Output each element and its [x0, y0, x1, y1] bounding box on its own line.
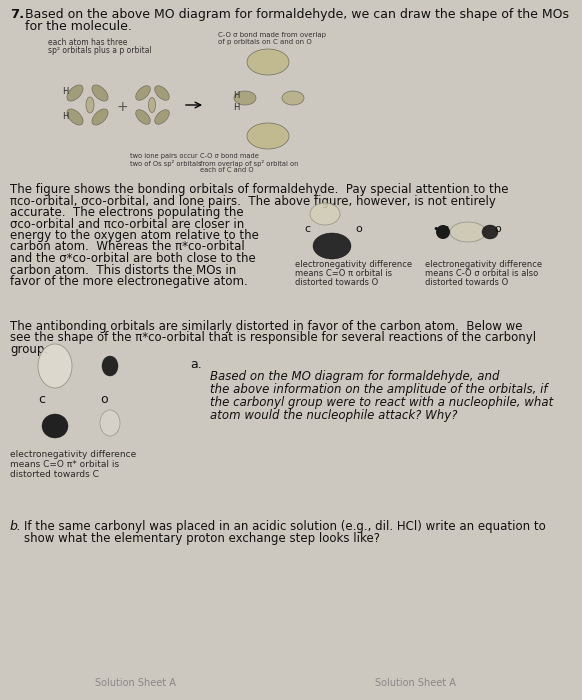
Ellipse shape [155, 110, 169, 125]
Text: b.: b. [10, 520, 22, 533]
Text: c: c [304, 224, 310, 234]
Ellipse shape [155, 85, 169, 100]
Text: a.: a. [190, 358, 202, 371]
Text: πco-orbital, σco-orbital, and lone pairs.  The above figure, however, is not ent: πco-orbital, σco-orbital, and lone pairs… [10, 195, 496, 207]
Text: group.: group. [10, 343, 48, 356]
Text: o: o [355, 224, 362, 234]
Text: C-O σ bond made: C-O σ bond made [200, 153, 259, 159]
Text: C-O σ bond made from overlap: C-O σ bond made from overlap [218, 32, 326, 38]
Ellipse shape [42, 414, 68, 438]
Text: electronegativity difference: electronegativity difference [295, 260, 412, 269]
Text: distorted towards C: distorted towards C [10, 470, 99, 479]
Text: electronegativity difference: electronegativity difference [10, 450, 136, 459]
Ellipse shape [310, 203, 340, 225]
Ellipse shape [67, 109, 83, 125]
Text: means C=O π orbital is: means C=O π orbital is [295, 269, 392, 278]
Text: +: + [117, 100, 129, 114]
Circle shape [436, 225, 450, 239]
Text: 7.: 7. [10, 8, 24, 21]
Text: means C=O π* orbital is: means C=O π* orbital is [10, 460, 119, 469]
Text: the above information on the amplitude of the orbitals, if: the above information on the amplitude o… [210, 383, 548, 396]
Ellipse shape [247, 49, 289, 75]
Text: o: o [494, 224, 501, 234]
Text: distorted towards O: distorted towards O [295, 278, 378, 287]
Text: electronegativity difference: electronegativity difference [425, 260, 542, 269]
Ellipse shape [38, 344, 72, 388]
Ellipse shape [234, 91, 256, 105]
Text: each of C and O: each of C and O [200, 167, 254, 173]
Ellipse shape [67, 85, 83, 101]
Text: two lone pairs occur: two lone pairs occur [130, 153, 198, 159]
Text: Based on the MO diagram for formaldehyde, and: Based on the MO diagram for formaldehyde… [210, 370, 499, 383]
Ellipse shape [136, 85, 150, 100]
Text: accurate.  The electrons populating the: accurate. The electrons populating the [10, 206, 244, 219]
Ellipse shape [148, 97, 155, 113]
Text: Solution Sheet A: Solution Sheet A [95, 678, 176, 688]
Text: H: H [233, 91, 239, 100]
Text: c: c [38, 393, 45, 406]
Ellipse shape [313, 233, 351, 259]
Ellipse shape [247, 123, 289, 149]
Ellipse shape [92, 109, 108, 125]
Text: σco-orbital and πco-orbital are closer in: σco-orbital and πco-orbital are closer i… [10, 218, 244, 230]
Ellipse shape [92, 85, 108, 101]
Text: favor of the more electronegative atom.: favor of the more electronegative atom. [10, 275, 248, 288]
Text: see the shape of the π*co-orbital that is responsible for several reactions of t: see the shape of the π*co-orbital that i… [10, 332, 536, 344]
Ellipse shape [100, 410, 120, 436]
Text: and the σ*co-orbital are both close to the: and the σ*co-orbital are both close to t… [10, 252, 255, 265]
Text: If the same carbonyl was placed in an acidic solution (e.g., dil. HCl) write an : If the same carbonyl was placed in an ac… [24, 520, 546, 533]
Text: carbon atom.  This distorts the MOs in: carbon atom. This distorts the MOs in [10, 263, 236, 276]
Text: The antibonding orbitals are similarly distorted in favor of the carbon atom.  B: The antibonding orbitals are similarly d… [10, 320, 523, 333]
Text: H: H [62, 112, 68, 121]
Ellipse shape [450, 222, 486, 242]
Text: means C-O σ orbital is also: means C-O σ orbital is also [425, 269, 538, 278]
Text: sp² orbitals plus a p orbital: sp² orbitals plus a p orbital [48, 46, 152, 55]
Ellipse shape [482, 225, 498, 239]
Text: atom would the nucleophile attack? Why?: atom would the nucleophile attack? Why? [210, 409, 457, 422]
Text: • c: • c [433, 224, 449, 234]
Text: each atom has three: each atom has three [48, 38, 127, 47]
Ellipse shape [102, 356, 118, 376]
Text: the carbonyl group were to react with a nucleophile, what: the carbonyl group were to react with a … [210, 396, 553, 409]
Text: of p orbitals on C and on O: of p orbitals on C and on O [218, 39, 312, 45]
Text: energy to the oxygen atom relative to the: energy to the oxygen atom relative to th… [10, 229, 259, 242]
Ellipse shape [282, 91, 304, 105]
Text: H: H [233, 103, 239, 112]
Text: for the molecule.: for the molecule. [25, 20, 132, 33]
Text: distorted towards O: distorted towards O [425, 278, 508, 287]
Text: Solution Sheet A: Solution Sheet A [375, 678, 456, 688]
Text: o: o [100, 393, 108, 406]
Text: two of Os sp² orbitals: two of Os sp² orbitals [130, 160, 201, 167]
Text: from overlap of sp² orbital on: from overlap of sp² orbital on [200, 160, 299, 167]
Ellipse shape [86, 97, 94, 113]
Text: carbon atom.  Whereas the π*co-orbital: carbon atom. Whereas the π*co-orbital [10, 241, 245, 253]
Text: The figure shows the bonding orbitals of formaldehyde.  Pay special attention to: The figure shows the bonding orbitals of… [10, 183, 509, 196]
Text: Based on the above MO diagram for formaldehyde, we can draw the shape of the MOs: Based on the above MO diagram for formal… [25, 8, 569, 21]
Text: H: H [62, 87, 68, 96]
Text: show what the elementary proton exchange step looks like?: show what the elementary proton exchange… [24, 532, 380, 545]
Ellipse shape [136, 110, 150, 125]
